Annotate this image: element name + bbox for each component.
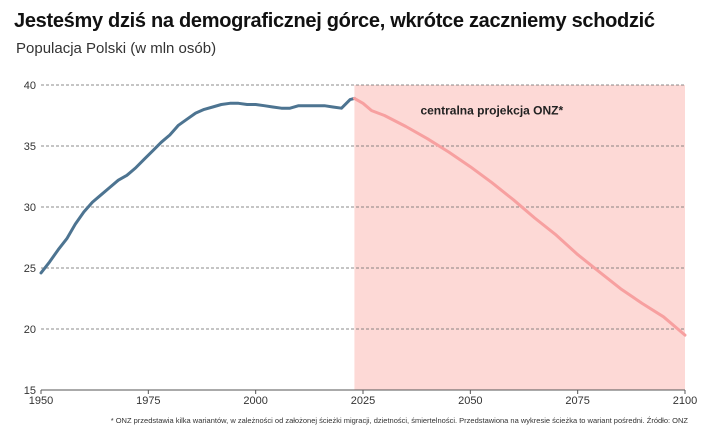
- x-tick-label: 2100: [673, 395, 697, 407]
- x-tick-label: 2000: [243, 395, 267, 407]
- y-tick-label: 35: [24, 141, 36, 153]
- projection-annotation: centralna projekcja ONZ*: [420, 104, 563, 118]
- x-tick-label: 2050: [458, 395, 482, 407]
- projection-band: [354, 85, 685, 390]
- x-tick-label: 2025: [351, 395, 375, 407]
- y-tick-label: 15: [24, 385, 36, 397]
- y-tick-label: 25: [24, 263, 36, 275]
- y-tick-label: 40: [24, 80, 36, 92]
- y-tick-label: 30: [24, 202, 36, 214]
- x-tick-label: 1950: [29, 395, 53, 407]
- footnote: * ONZ przedstawia kilka wariantów, w zal…: [110, 416, 688, 425]
- chart-title: Jesteśmy dziś na demograficznej górce, w…: [14, 10, 655, 32]
- y-tick-label: 20: [24, 324, 36, 336]
- series-line-projection: [352, 96, 687, 337]
- x-tick-label: 1975: [136, 395, 160, 407]
- x-tick-label: 2075: [565, 395, 589, 407]
- chart-subtitle: Populacja Polski (w mln osób): [16, 40, 217, 57]
- series-line-historical: [39, 96, 356, 275]
